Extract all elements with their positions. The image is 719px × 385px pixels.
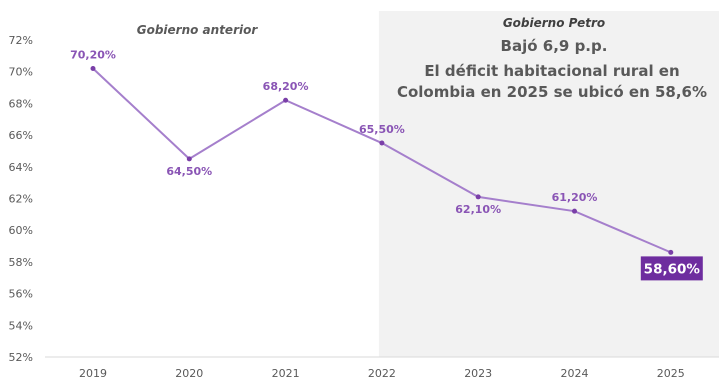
data-label: 65,50% (359, 123, 405, 136)
y-axis-ticks: 52% 54% 56% 58% 60% 62% 64% 66% 68% 70% 72% (9, 34, 33, 364)
x-tick-label: 2025 (657, 367, 685, 380)
y-tick-label: 64% (9, 161, 33, 174)
x-tick-label: 2020 (175, 367, 203, 380)
x-tick-label: 2021 (272, 367, 300, 380)
y-tick-label: 56% (9, 288, 33, 301)
x-tick-label: 2023 (464, 367, 492, 380)
data-labels: 70,20% 64,50% 68,20% 65,50% 62,10% 61,20% 58,6… (70, 49, 703, 281)
x-tick-label: 2024 (561, 367, 589, 380)
highlight-line-2: Colombia en 2025 se ubicó en 58,6% (397, 83, 707, 101)
y-tick-label: 54% (9, 319, 33, 332)
y-tick-label: 58% (9, 256, 33, 269)
data-label: 64,50% (166, 165, 212, 178)
y-tick-label: 62% (9, 193, 33, 206)
highlight-label-box (640, 256, 703, 281)
data-point (668, 249, 674, 255)
y-tick-label: 72% (9, 34, 33, 47)
x-tick-label: 2022 (368, 367, 396, 380)
y-tick-label: 52% (9, 351, 33, 364)
data-label: 58,60% (644, 261, 701, 277)
data-label: 70,20% (70, 49, 116, 62)
highlight-line-1: El déficit habitacional rural en (424, 62, 679, 80)
y-tick-label: 66% (9, 129, 33, 142)
highlight-title: Bajó 6,9 p.p. (501, 37, 608, 55)
petro-government-header: Gobierno Petro (503, 16, 605, 30)
y-tick-label: 70% (9, 66, 33, 79)
x-axis-ticks: 2019 2020 2021 2022 2023 2024 2025 (79, 367, 685, 380)
data-point (283, 97, 289, 103)
data-point (186, 156, 192, 162)
data-label: 61,20% (552, 191, 598, 204)
data-point (379, 140, 385, 146)
data-point (475, 194, 481, 200)
data-points (90, 66, 674, 255)
data-label: 68,20% (263, 80, 309, 93)
previous-government-header: Gobierno anterior (137, 23, 259, 37)
petro-government-shaded-region (378, 11, 719, 357)
data-point (90, 66, 96, 72)
data-label: 62,10% (455, 203, 501, 216)
y-tick-label: 68% (9, 97, 33, 110)
x-tick-label: 2019 (79, 367, 107, 380)
data-point (572, 208, 577, 214)
y-tick-label: 60% (9, 224, 33, 237)
